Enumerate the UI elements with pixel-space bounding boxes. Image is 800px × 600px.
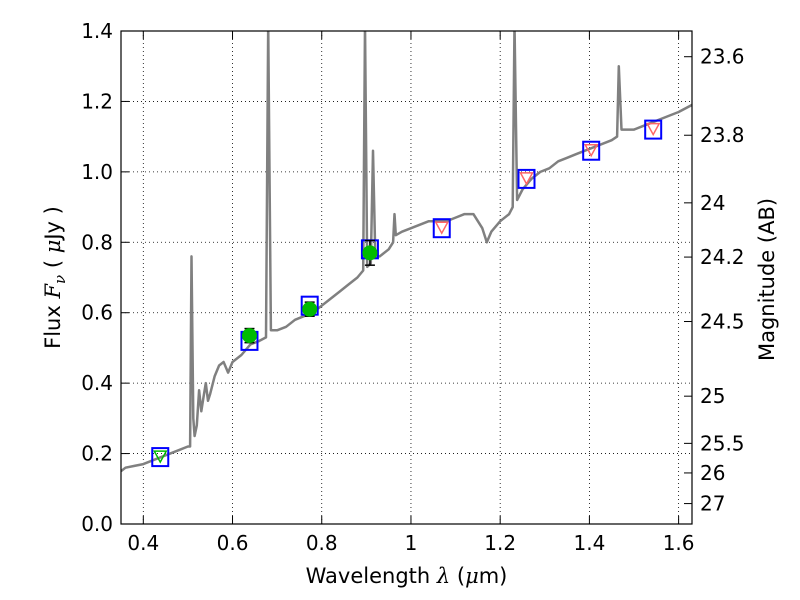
y-tick-label: 0.8 xyxy=(81,230,113,254)
plot-area xyxy=(121,31,692,473)
spectrum-line xyxy=(121,31,692,473)
x-tick-label: 0.6 xyxy=(217,531,249,555)
y2-tick-label: 24 xyxy=(700,191,725,215)
y2-tick-label: 24.5 xyxy=(700,310,745,334)
x-tick-label: 1 xyxy=(405,531,418,555)
y2-axis-label: Magnitude (AB) xyxy=(755,198,779,361)
x-axis-label: Wavelength λ (μm) xyxy=(306,564,508,588)
model-square-marker xyxy=(517,168,536,189)
y-tick-label: 1.4 xyxy=(81,19,113,43)
upper-limit-marker xyxy=(645,122,661,137)
y-axis-label: Flux Fν ( μJy ) xyxy=(41,206,69,349)
x-tick-label: 1.2 xyxy=(484,531,516,555)
grid-lines xyxy=(121,31,692,524)
x-tick-label: 0.8 xyxy=(306,531,338,555)
measured-point xyxy=(241,328,257,344)
plot-frame xyxy=(120,30,693,525)
y2-tick-label: 25.5 xyxy=(700,431,745,455)
y-tick-label: 0.6 xyxy=(81,301,113,325)
x-tick-label: 0.4 xyxy=(127,531,159,555)
model-square-marker xyxy=(644,119,663,140)
y2-tick-label: 24.2 xyxy=(700,245,745,269)
x-tick-label: 1.6 xyxy=(663,531,695,555)
y2-tick-label: 25 xyxy=(700,384,725,408)
upper-limit-marker xyxy=(519,172,534,186)
y-tick-label: 1.0 xyxy=(81,160,113,184)
model-square-marker xyxy=(582,140,601,161)
y-tick-label: 0.4 xyxy=(81,371,113,395)
upper-limit-marker xyxy=(583,143,599,158)
y-tick-label: 1.2 xyxy=(81,89,113,113)
y2-tick-label: 23.8 xyxy=(700,123,745,147)
y-tick-label: 0.2 xyxy=(81,442,113,466)
y2-tick-label: 27 xyxy=(700,492,725,516)
y2-tick-label: 26 xyxy=(700,461,725,485)
upper-limit-marker xyxy=(152,450,168,464)
x-tick-label: 1.4 xyxy=(573,531,605,555)
model-square-marker xyxy=(151,447,170,468)
measured-point xyxy=(362,245,378,261)
upper-limit-marker xyxy=(434,221,450,235)
axis-ticks: 0.4 0.6 0.8 1 1.2 1.4 1.6 0.0 0.2 0.4 0.6 0.8 1.0 1.2… xyxy=(81,19,744,555)
y2-tick-label: 23.6 xyxy=(700,45,745,69)
measured-point xyxy=(302,301,318,317)
model-square-marker xyxy=(432,218,451,239)
y-tick-label: 0.0 xyxy=(81,512,113,536)
